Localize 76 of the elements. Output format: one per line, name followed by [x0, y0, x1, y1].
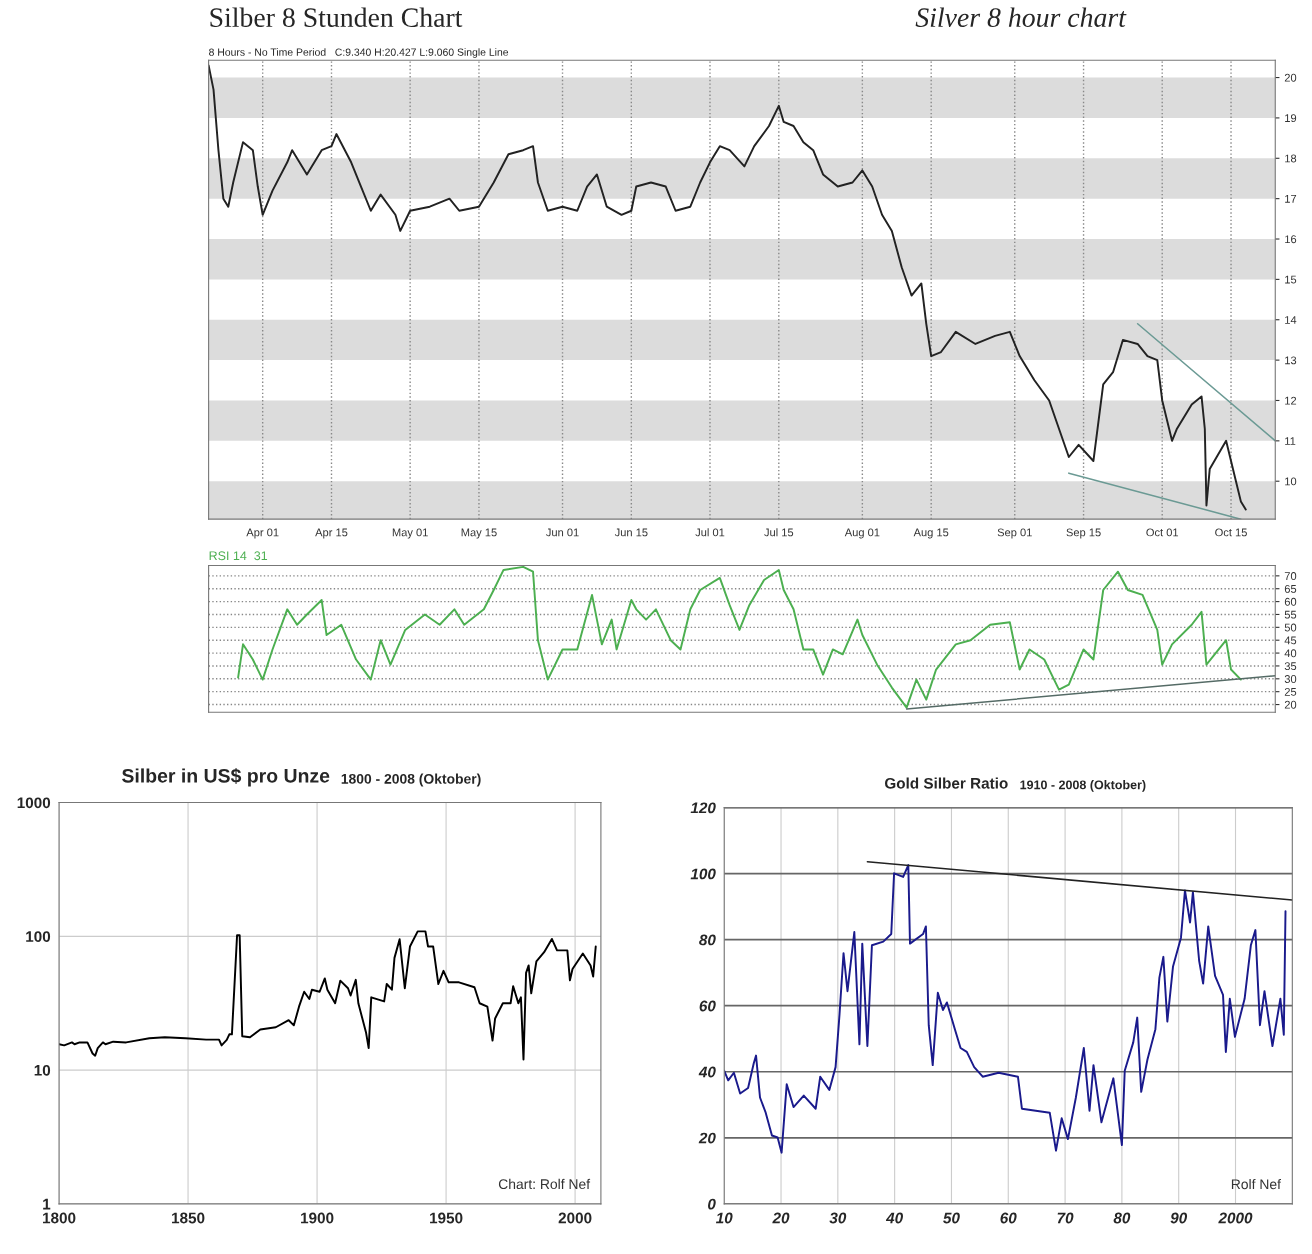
x-tick-label: 10	[715, 1212, 733, 1224]
x-tick-label: Apr 01	[246, 528, 279, 539]
x-tick-label: Sep 01	[997, 528, 1032, 539]
y-tick-label: 25	[1284, 687, 1297, 696]
y-tick-label: 10	[1285, 477, 1297, 486]
y-tick-label: 10	[34, 1064, 51, 1076]
y-tick-label: 65	[1284, 584, 1297, 593]
x-tick-label: Oct 01	[1146, 528, 1179, 537]
x-tick-label: Aug 01	[844, 528, 880, 539]
y-tick-label: 80	[699, 934, 716, 946]
y-tick-label: 20	[1284, 700, 1297, 709]
x-tick-label: 90	[1170, 1212, 1188, 1224]
y-tick-label: 17	[1285, 195, 1297, 203]
x-tick-label: Sep 15	[1066, 528, 1101, 539]
annotation: Rolf Nef	[1231, 1179, 1281, 1190]
line-series	[237, 565, 1242, 709]
y-tick-label: 50	[1284, 623, 1297, 632]
y-tick-label: 120	[690, 802, 716, 814]
y-tick-label: 13	[1285, 356, 1297, 365]
y-tick-label: 20	[1284, 73, 1297, 82]
x-tick-label: Jul 01	[695, 528, 725, 537]
y-tick-label: 40	[1284, 649, 1297, 658]
y-tick-label: 100	[690, 868, 716, 880]
line-series	[59, 930, 597, 1061]
y-tick-label: 30	[1284, 675, 1297, 683]
y-tick-label: 0	[708, 1198, 716, 1210]
annotation: Chart: Rolf Nef	[498, 1178, 591, 1190]
x-tick-label: 30	[829, 1212, 847, 1224]
text: 8 Hours - No Time Period C:9.340 H:20.427 L:9.060 Single Line	[209, 48, 509, 58]
chart-title: Gold Silber Ratio	[884, 777, 1008, 789]
y-tick-label: 20	[698, 1132, 716, 1144]
y-tick-label: 19	[1285, 114, 1297, 123]
x-tick-label: 70	[1057, 1212, 1074, 1224]
x-tick-label: Oct 15	[1215, 528, 1247, 537]
y-tick-label: 11	[1285, 437, 1296, 445]
y-tick-label: 55	[1284, 610, 1297, 619]
y-tick-label: 40	[698, 1066, 716, 1078]
x-tick-label: Jun 01	[546, 528, 579, 537]
x-tick-label: 2000	[1218, 1212, 1253, 1224]
x-tick-label: 1800	[43, 1212, 76, 1224]
chart-title: Silber in US$ pro Unze	[122, 768, 330, 787]
y-tick-label: 70	[1284, 572, 1297, 580]
x-tick-label: 80	[1113, 1212, 1131, 1224]
y-tick-label: 1	[43, 1198, 51, 1210]
x-tick-label: 2000	[558, 1212, 592, 1224]
y-tick-label: 45	[1284, 636, 1297, 645]
x-tick-label: May 15	[461, 528, 497, 539]
y-tick-label: 14	[1285, 316, 1297, 324]
x-tick-label: May 01	[392, 528, 428, 539]
x-tick-label: Jun 15	[614, 528, 648, 537]
x-tick-label: 50	[943, 1212, 960, 1224]
x-tick-label: 1900	[301, 1212, 334, 1224]
y-tick-label: 18	[1285, 154, 1297, 163]
y-tick-label: 100	[26, 931, 51, 943]
x-tick-label: Jul 15	[764, 528, 794, 537]
chart-subtitle: 1910 - 2008 (Oktober)	[1020, 780, 1146, 792]
y-tick-label: 60	[1284, 597, 1297, 606]
chart-title: Silber 8 Stunden Chart	[210, 7, 463, 28]
y-tick-label: 60	[699, 1000, 716, 1012]
x-tick-label: 20	[772, 1212, 790, 1224]
chart-subtitle: Silver 8 hour chart	[915, 7, 1127, 28]
y-tick-label: 12	[1285, 396, 1297, 405]
line-series	[208, 64, 1247, 511]
y-tick-label: 35	[1284, 662, 1297, 671]
x-tick-label: 40	[885, 1212, 903, 1224]
text: RSI 14 31	[209, 551, 268, 561]
x-tick-label: 1950	[430, 1212, 463, 1224]
x-tick-label: 1850	[172, 1212, 205, 1224]
y-tick-label: 16	[1285, 235, 1297, 244]
x-tick-label: Aug 15	[913, 528, 949, 539]
chart-subtitle: 1800 - 2008 (Oktober)	[341, 773, 481, 787]
x-tick-label: Apr 15	[315, 528, 348, 539]
x-tick-label: 60	[1000, 1212, 1017, 1224]
line-series	[724, 864, 1287, 1154]
y-tick-label: 15	[1285, 275, 1297, 284]
y-tick-label: 1000	[17, 797, 51, 809]
